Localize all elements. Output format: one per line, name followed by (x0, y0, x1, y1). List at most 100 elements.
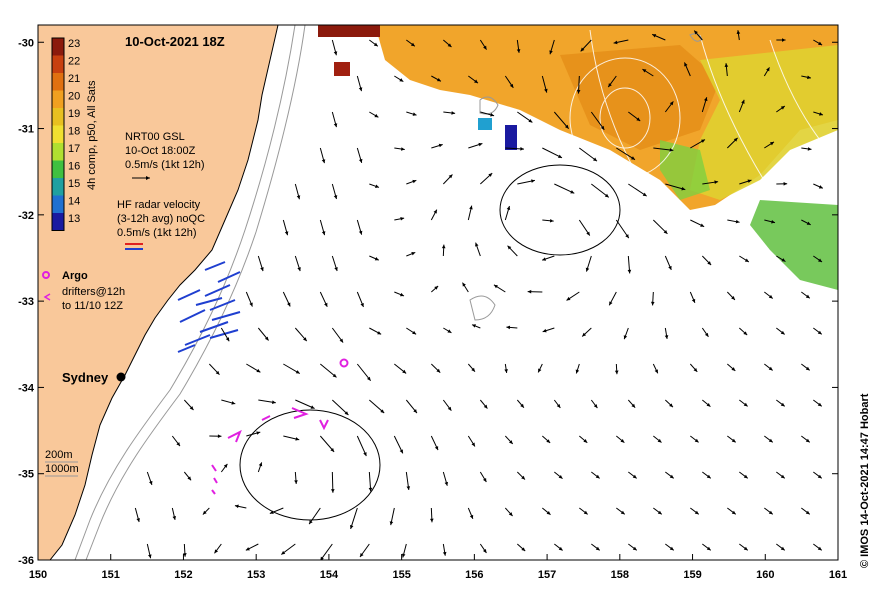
current-arrowhead (566, 296, 571, 301)
current-arrowhead (475, 242, 479, 247)
current-arrowhead (447, 43, 452, 48)
current-arrowhead (359, 553, 364, 558)
sst-green-fringe (660, 140, 710, 200)
hf-legend-line2: (3-12h avg) noQC (117, 213, 205, 225)
current-arrowhead (320, 556, 324, 560)
current-arrowhead (558, 546, 563, 551)
current-arrowhead (202, 510, 207, 515)
current-arrow (553, 111, 570, 130)
current-arrowhead (642, 192, 647, 197)
current-arrowhead (214, 549, 219, 554)
current-arrowhead (508, 440, 513, 444)
current-arrowhead (538, 368, 542, 373)
current-arrowhead (669, 101, 674, 106)
gsl-legend-line3: 0.5m/s (1kt 12h) (125, 159, 204, 171)
current-arrowhead (663, 230, 668, 234)
lon-tick-label: 157 (538, 569, 556, 581)
current-arrowhead (700, 223, 705, 227)
colorbar-swatch (52, 143, 64, 161)
current-arrowhead (521, 547, 526, 552)
current-arrowhead (528, 118, 533, 123)
current-arrowhead (701, 139, 706, 143)
current-arrowhead (694, 510, 699, 515)
current-arrowhead (604, 193, 609, 198)
current-arrowhead (769, 141, 774, 146)
colorbar-swatch (52, 213, 64, 231)
current-arrowhead (731, 367, 736, 371)
current-arrowhead (375, 184, 379, 188)
current-arrowhead (256, 431, 261, 435)
current-arrowhead (768, 438, 773, 443)
current-arrowhead (520, 147, 524, 151)
colorbar-swatch (52, 160, 64, 178)
lon-tick-label: 151 (102, 569, 120, 581)
lat-tick-label: -34 (18, 382, 35, 394)
current-arrowhead (447, 329, 452, 333)
current-arrowhead (614, 370, 619, 375)
current-arrowhead (258, 462, 263, 467)
current-arrowhead (447, 406, 452, 411)
argo-legend: Argo drifters@12h to 11/10 12Z (42, 270, 125, 312)
gsl-legend-arrowhead (146, 176, 150, 180)
current-arrowhead (344, 411, 349, 415)
current-arrowhead (747, 179, 752, 183)
current-arrowhead (669, 148, 674, 152)
current-arrowhead (768, 294, 773, 299)
current-arrowhead (504, 369, 508, 373)
argo-legend-label: Argo (62, 270, 88, 282)
current-arrowhead (731, 296, 735, 300)
lon-tick-label: 161 (829, 569, 847, 581)
current-arrowhead (669, 403, 673, 408)
depth-1000-label: 1000m (45, 463, 79, 475)
current-arrowhead (817, 474, 822, 479)
current-arrowhead (780, 546, 785, 551)
current-arrowhead (549, 50, 553, 55)
lon-tick-label: 153 (247, 569, 265, 581)
lat-tick-label: -32 (18, 210, 34, 222)
current-arrowhead (585, 267, 590, 272)
current-arrowhead (743, 402, 748, 407)
current-arrowhead (225, 337, 230, 342)
colorbar-tick-label: 21 (68, 73, 80, 85)
current-arrowhead (339, 338, 344, 343)
current-arrowhead (444, 481, 449, 486)
current-arrowhead (333, 123, 338, 128)
current-arrowhead (172, 516, 177, 520)
current-arrowhead (657, 438, 662, 443)
current-arrowhead (406, 486, 411, 490)
current-arrowhead (558, 154, 563, 158)
colorbar-frame (51, 37, 65, 231)
current-arrowhead (483, 404, 488, 409)
current-arrowhead (582, 332, 587, 337)
current-arrowhead (741, 99, 745, 104)
current-arrowhead (706, 402, 711, 407)
current-arrowhead (707, 261, 712, 265)
current-arrowhead (731, 438, 736, 443)
current-arrowhead (558, 474, 563, 479)
current-arrowhead (411, 252, 416, 256)
current-arrowhead (373, 42, 378, 47)
current-arrowhead (632, 474, 637, 479)
current-arrowhead (508, 512, 513, 517)
colorbar-tick-label: 20 (68, 91, 80, 103)
current-arrowhead (506, 325, 511, 330)
lon-tick-label: 159 (683, 569, 701, 581)
current-arrowhead (768, 366, 773, 371)
hf-legend-line1: HF radar velocity (117, 199, 201, 211)
current-arrow (591, 183, 610, 198)
current-arrowhead (733, 137, 738, 142)
current-arrowhead (284, 231, 289, 236)
current-arrowhead (434, 286, 439, 290)
current-arrowhead (805, 294, 810, 299)
current-arrowhead (625, 234, 629, 239)
current-arrow (579, 147, 598, 162)
sst-hot-spot (334, 62, 350, 76)
drifters-legend-line1: drifters@12h (62, 286, 125, 298)
plot-frame (37, 24, 839, 561)
lon-tick-label: 160 (756, 569, 774, 581)
current-arrowhead (483, 45, 487, 50)
colorbar-swatch (52, 90, 64, 108)
current-arrowhead (269, 510, 274, 514)
current-arrowhead (441, 244, 446, 249)
